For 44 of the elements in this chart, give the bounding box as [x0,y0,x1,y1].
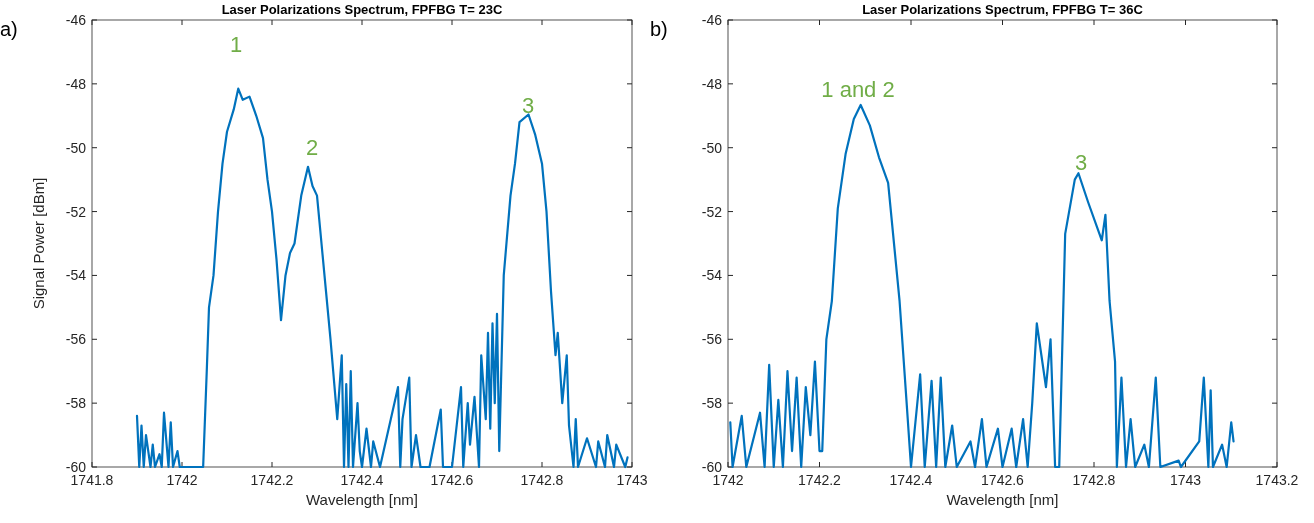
y-tick-label: -56 [65,331,87,348]
annotation: 1 [229,32,243,57]
y-axis-title: Signal Power [dBm] [30,177,47,310]
y-tick-label: -52 [701,203,723,220]
x-tick-label: 1742.8 [1072,472,1116,488]
y-tick-label: -46 [701,12,723,28]
annotation: 3 [521,93,535,118]
y-tick-label: -54 [65,267,87,284]
line-series [135,87,629,469]
y-tick-label: -54 [701,267,723,284]
y-tick-label: -58 [701,395,723,412]
annotation: 1 and 2 [821,77,895,102]
annotation: 3 [1074,150,1088,175]
chart-title: Laser Polarizations Spectrum, FPFBG T= 36C [862,2,1144,17]
x-tick-label: 1741.8 [70,472,114,488]
y-tick-label: -48 [701,75,723,92]
y-tick-label: -60 [65,459,87,475]
x-tick-label: 1742 [166,472,198,488]
x-tick-label: 1743 [616,472,648,488]
x-tick-label: 1742.4 [889,472,933,488]
y-tick-label: -50 [65,139,87,156]
y-tick-label: -50 [701,139,723,156]
line-series [729,103,1235,469]
x-tick-label: 1742.6 [981,472,1025,488]
x-tick-label: 1743 [1169,472,1202,488]
text: a) [0,18,18,40]
chart-title: Laser Polarizations Spectrum, FPFBG T= 23C [221,2,503,17]
x-tick-label: 1742.2 [798,472,842,488]
text: b) [650,18,668,40]
x-tick-label: 1743.2 [1255,472,1299,488]
x-tick-label: 1742.6 [430,472,474,488]
y-tick-label: -48 [65,75,87,92]
y-tick-label: -60 [701,459,723,475]
y-tick-label: -52 [65,203,87,220]
y-tick-label: -46 [65,12,87,28]
x-tick-label: 1742.8 [520,472,564,488]
x-tick-label: 1742 [712,472,744,488]
y-tick-label: -58 [65,395,87,412]
x-tick-label: 1742.4 [340,472,384,488]
annotation: 2 [305,135,319,160]
y-tick-label: -56 [701,331,723,348]
x-axis-title: Wavelength [nm] [946,491,1059,508]
x-tick-label: 1742.2 [250,472,294,488]
x-axis-title: Wavelength [nm] [306,491,418,508]
